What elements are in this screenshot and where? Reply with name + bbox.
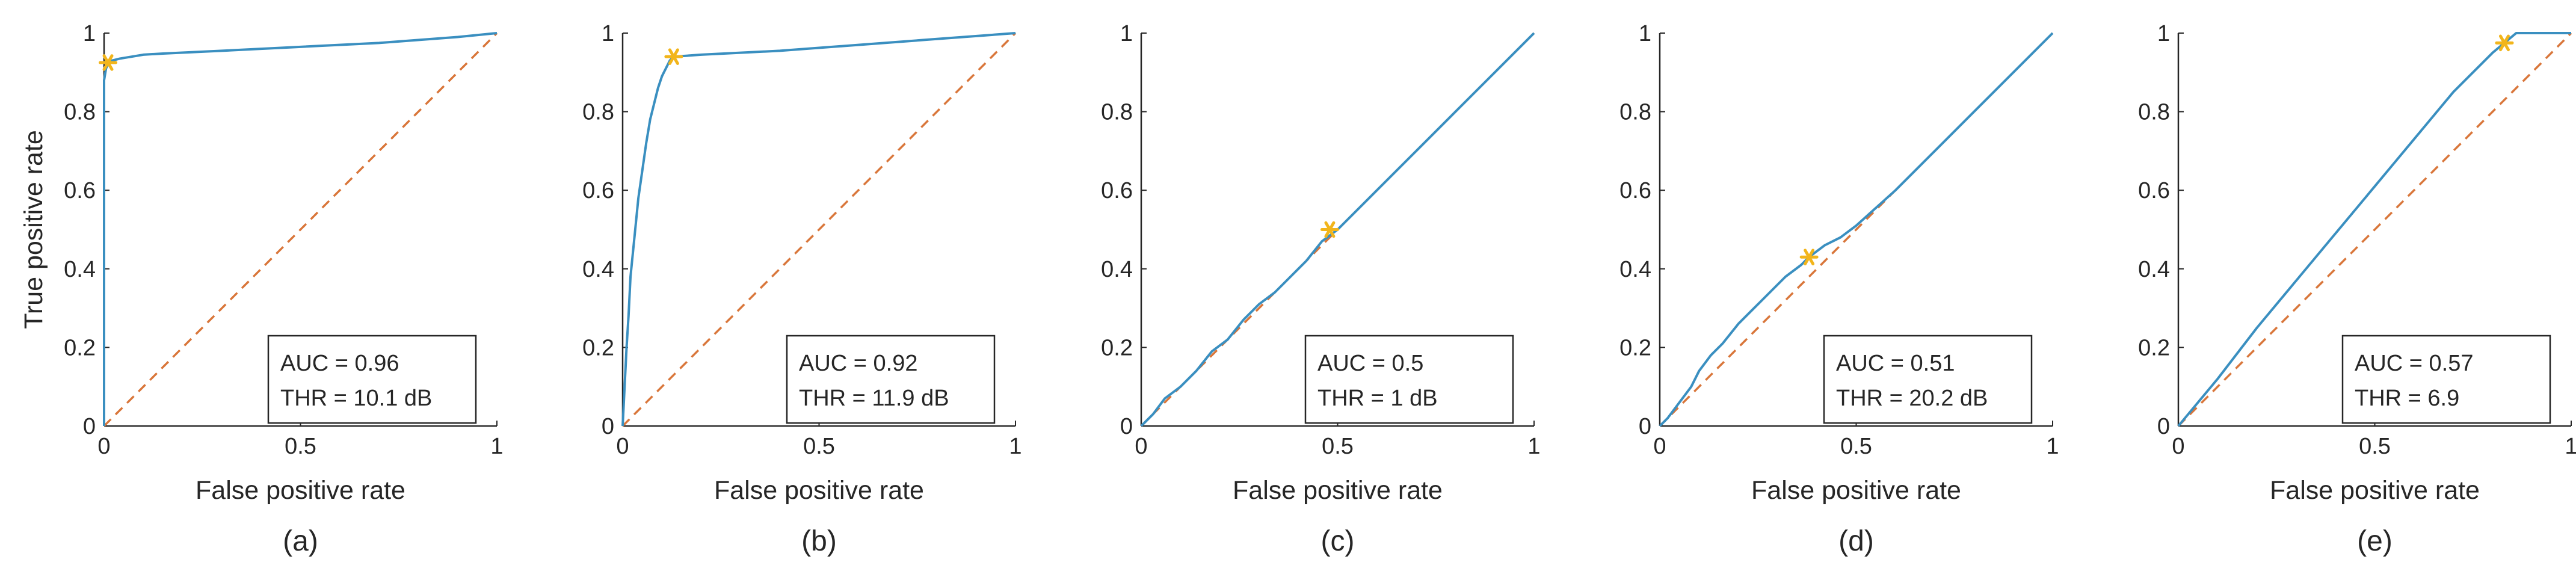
annotation-box [786, 335, 996, 424]
y-tick-label: 1 [602, 21, 614, 46]
y-tick-label: 0.8 [1619, 100, 1651, 125]
optimal-point-marker [1320, 221, 1339, 238]
chance-line [103, 32, 498, 427]
roc-panel-e: 0 0.2 0.4 0.6 0.8 1 0 0.5 1 AUC = 0.57 THR = 6.9 Fa… [2138, 21, 2576, 557]
x-tick-label: 0 [2172, 434, 2184, 459]
chance-line [2177, 32, 2572, 427]
marker-stroke [102, 54, 114, 71]
optimal-point-marker [99, 54, 118, 71]
x-tick-label: 0 [616, 434, 629, 459]
y-tick-label: 0.4 [582, 257, 614, 282]
optimal-point-marker [1799, 248, 1819, 265]
y-tick-label: 1 [1120, 21, 1133, 46]
y-tick-label: 0.8 [1101, 100, 1133, 125]
y-tick-label: 0.4 [64, 257, 96, 282]
marker-stroke [1324, 221, 1336, 238]
x-tick-label: 1 [490, 434, 503, 459]
annotation-box [267, 335, 477, 424]
x-tick-label: 1 [2046, 434, 2059, 459]
y-tick-label: 1 [2157, 21, 2170, 46]
y-tick-label: 0.2 [582, 335, 614, 360]
panel-caption: (e) [2357, 525, 2393, 557]
thr-label: THR = 1 dB [1317, 386, 1438, 411]
annotation-box [1823, 335, 2033, 424]
thr-label: THR = 6.9 [2355, 386, 2459, 411]
x-axis-label: False positive rate [714, 476, 924, 505]
y-tick-label: 0.8 [64, 100, 96, 125]
optimal-point-marker [2495, 34, 2514, 52]
y-tick-label: 0.6 [2138, 178, 2170, 203]
panel-caption: (b) [801, 525, 837, 557]
y-tick-label: 0.2 [1101, 335, 1133, 360]
roc-panel-a: 0 0.2 0.4 0.6 0.8 1 0 0.5 1 AUC = 0.96 THR = 10.1 … [19, 21, 504, 557]
marker-stroke [1804, 248, 1815, 265]
y-tick-label: 0.4 [1619, 257, 1651, 282]
y-tick-label: 0.6 [1619, 178, 1651, 203]
y-tick-label: 0.4 [2138, 257, 2170, 282]
roc-curve [1659, 32, 2054, 427]
y-tick-label: 0.6 [1101, 178, 1133, 203]
marker-stroke [2498, 34, 2510, 52]
y-tick-label: 0 [2157, 414, 2170, 439]
x-tick-label: 1 [2565, 434, 2576, 459]
y-tick-label: 1 [83, 21, 96, 46]
thr-label: THR = 11.9 dB [799, 386, 949, 411]
roc-curve [621, 32, 1016, 427]
roc-curve [1140, 32, 1535, 427]
panels: 0 0.2 0.4 0.6 0.8 1 0 0.5 1 AUC = 0.96 THR = 10.1 … [19, 21, 2576, 557]
auc-label: AUC = 0.96 [280, 351, 399, 376]
x-tick-label: 0.5 [1840, 434, 1872, 459]
x-tick-label: 0 [1653, 434, 1666, 459]
y-tick-label: 0.8 [582, 100, 614, 125]
panel-caption: (d) [1838, 525, 1874, 557]
roc-panel-c: 0 0.2 0.4 0.6 0.8 1 0 0.5 1 AUC = 0.5 THR = 1 dB Fa… [1101, 21, 1540, 557]
roc-panel-d: 0 0.2 0.4 0.6 0.8 1 0 0.5 1 AUC = 0.51 THR = 20.2 … [1619, 21, 2059, 557]
y-tick-label: 0.4 [1101, 257, 1133, 282]
annotation-box [1304, 335, 1514, 424]
x-tick-label: 0.5 [803, 434, 835, 459]
marker-stroke [668, 48, 679, 65]
y-tick-label: 0 [602, 414, 614, 439]
y-tick-label: 0.6 [64, 178, 96, 203]
x-axis-label: False positive rate [196, 476, 405, 505]
roc-panel-b: 0 0.2 0.4 0.6 0.8 1 0 0.5 1 AUC = 0.92 THR = 11.9 … [582, 21, 1021, 557]
y-tick-label: 0.2 [2138, 335, 2170, 360]
thr-label: THR = 10.1 dB [280, 386, 432, 411]
x-tick-label: 0.5 [2359, 434, 2391, 459]
x-tick-label: 0 [97, 434, 110, 459]
chance-line [621, 32, 1017, 427]
x-axis-label: False positive rate [1751, 476, 1961, 505]
auc-label: AUC = 0.5 [1317, 351, 1423, 376]
x-tick-label: 0 [1135, 434, 1147, 459]
auc-label: AUC = 0.92 [799, 351, 918, 376]
x-tick-label: 1 [1009, 434, 1021, 459]
x-tick-label: 0.5 [285, 434, 316, 459]
y-tick-label: 1 [1639, 21, 1651, 46]
y-tick-label: 0.2 [64, 335, 96, 360]
y-tick-label: 0 [83, 414, 96, 439]
x-tick-label: 1 [1527, 434, 1540, 459]
y-tick-label: 0.2 [1619, 335, 1651, 360]
y-tick-label: 0.8 [2138, 100, 2170, 125]
thr-label: THR = 20.2 dB [1836, 386, 1988, 411]
y-tick-label: 0 [1120, 414, 1133, 439]
auc-label: AUC = 0.51 [1836, 351, 1955, 376]
optimal-point-marker [664, 48, 683, 65]
x-axis-label: False positive rate [1233, 476, 1443, 505]
x-tick-label: 0.5 [1322, 434, 1354, 459]
x-axis-label: False positive rate [2270, 476, 2480, 505]
roc-curve [2177, 32, 2571, 427]
panel-caption: (a) [283, 525, 318, 557]
y-tick-label: 0 [1639, 414, 1651, 439]
panel-caption: (c) [1321, 525, 1355, 557]
annotation-box [2341, 335, 2551, 424]
auc-label: AUC = 0.57 [2355, 351, 2474, 376]
y-tick-label: 0.6 [582, 178, 614, 203]
y-axis-label: True positive rate [19, 130, 48, 329]
